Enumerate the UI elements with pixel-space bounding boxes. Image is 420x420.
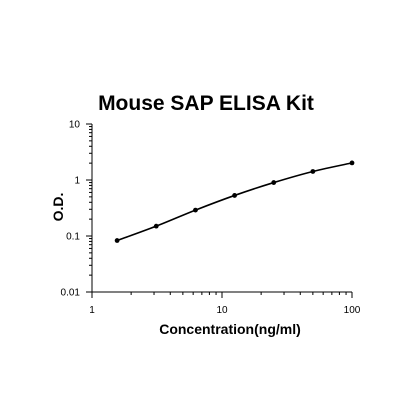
y-minor-ticks xyxy=(89,126,92,276)
data-point xyxy=(193,207,198,213)
x-minor-ticks xyxy=(130,292,347,295)
y-tick-label: 0.1 xyxy=(66,232,80,243)
data-point xyxy=(232,193,237,198)
data-point xyxy=(153,223,159,229)
data-point xyxy=(271,180,277,185)
chart-title: Mouse SAP ELISA Kit xyxy=(98,92,314,115)
axes: 1 10 100 10 1 0.1 0.01 xyxy=(61,120,361,317)
y-tick-label: 1 xyxy=(74,176,80,187)
series-group xyxy=(114,160,355,243)
y-tick-label: 0.01 xyxy=(61,288,81,299)
data-point xyxy=(114,238,120,243)
y-major-ticks: 10 1 0.1 0.01 xyxy=(61,120,92,299)
y-axis-label: O.D. xyxy=(50,193,66,222)
x-axis-label: Concentration(ng/ml) xyxy=(159,321,301,337)
x-tick-label: 10 xyxy=(216,305,228,316)
data-point xyxy=(349,160,355,166)
data-point xyxy=(310,169,316,174)
x-tick-label: 1 xyxy=(89,305,95,316)
x-major-ticks: 1 10 100 xyxy=(89,292,361,316)
y-tick-label: 10 xyxy=(69,120,81,131)
series-line xyxy=(116,162,353,242)
x-tick-label: 100 xyxy=(344,305,361,316)
